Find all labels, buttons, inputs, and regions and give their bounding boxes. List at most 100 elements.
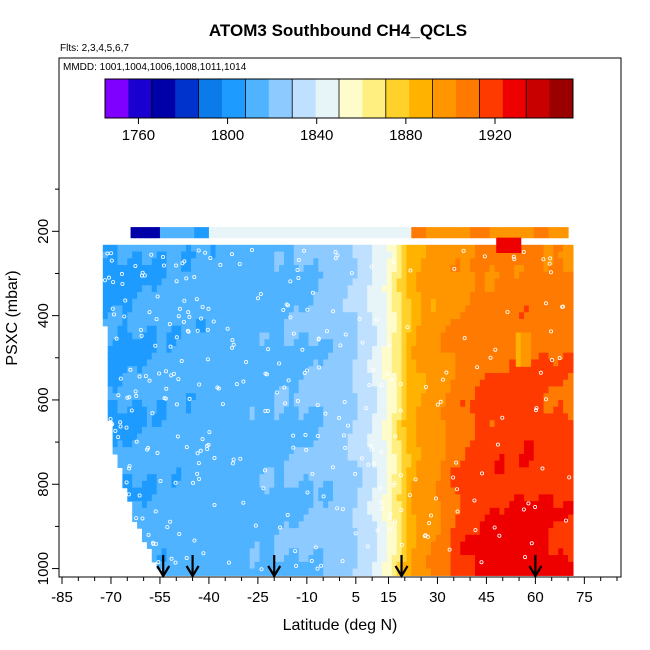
heatmap-cell: [269, 393, 275, 401]
heatmap-cell: [274, 561, 280, 570]
heatmap-cell: [244, 258, 251, 266]
heatmap-cell: [519, 561, 525, 570]
heatmap-cell: [352, 292, 359, 300]
heatmap-cell: [430, 447, 437, 455]
heatmap-cell: [262, 227, 269, 239]
heatmap-cell: [445, 325, 452, 334]
heatmap-cell: [372, 265, 378, 273]
heatmap-cell: [523, 292, 530, 300]
heatmap-cell: [357, 265, 363, 273]
heatmap-cell: [528, 258, 535, 266]
heatmap-cell: [249, 561, 256, 570]
heatmap-cell: [313, 568, 319, 576]
chart-title: ATOM3 Southbound CH4_QCLS: [209, 21, 467, 40]
heatmap-cell: [499, 379, 505, 388]
heatmap-cell: [484, 227, 491, 239]
heatmap-cell: [288, 271, 295, 280]
heatmap-cell: [102, 305, 109, 313]
heatmap-cell: [352, 399, 359, 408]
heatmap-cell: [264, 440, 270, 448]
heatmap-cell: [558, 372, 564, 381]
heatmap-cell: [171, 251, 177, 259]
heatmap-cell: [347, 507, 354, 516]
heatmap-cell: [308, 278, 314, 286]
heatmap-cell: [470, 298, 476, 307]
heatmap-cell: [426, 447, 432, 455]
heatmap-cell: [254, 460, 261, 468]
heatmap-cell: [122, 292, 128, 300]
heatmap-cell: [504, 501, 510, 509]
heatmap-cell: [470, 528, 476, 536]
heatmap-cell: [171, 298, 177, 307]
heatmap-cell: [347, 420, 354, 428]
heatmap-cell: [367, 507, 373, 516]
heatmap-cell: [484, 244, 491, 253]
heatmap-cell: [362, 433, 368, 442]
heatmap-cell: [543, 494, 550, 502]
heatmap-cell: [514, 292, 520, 300]
heatmap-cell: [435, 399, 442, 408]
heatmap-cell: [533, 420, 540, 428]
heatmap-cell: [269, 474, 275, 482]
heatmap-cell: [293, 352, 300, 361]
heatmap-cell: [205, 528, 212, 536]
heatmap-cell: [328, 514, 334, 522]
heatmap-cell: [298, 332, 305, 340]
heatmap-cell: [465, 440, 471, 448]
heatmap-cell: [293, 420, 300, 428]
heatmap-cell: [225, 251, 231, 259]
heatmap-cell: [377, 379, 383, 388]
heatmap-cell: [484, 480, 491, 489]
heatmap-cell: [553, 251, 559, 259]
heatmap-cell: [293, 386, 300, 394]
heatmap-cell: [465, 244, 471, 253]
heatmap-cell: [195, 413, 202, 421]
heatmap-cell: [132, 480, 138, 489]
heatmap-cell: [342, 420, 349, 428]
heatmap-cell: [274, 352, 280, 361]
heatmap-cell: [386, 528, 393, 536]
heatmap-cell: [494, 339, 501, 347]
heatmap-cell: [416, 548, 422, 556]
heatmap-cell: [377, 474, 383, 482]
heatmap-cell: [303, 406, 310, 415]
heatmap-cell: [141, 332, 148, 340]
heatmap-cell: [416, 474, 422, 482]
heatmap-cell: [372, 420, 378, 428]
heatmap-cell: [479, 345, 486, 354]
observation-point: [379, 382, 384, 387]
heatmap-cell: [553, 244, 559, 253]
heatmap-cell: [406, 514, 412, 522]
heatmap-cell: [186, 251, 192, 259]
observation-point: [147, 310, 152, 315]
heatmap-cell: [381, 541, 388, 549]
heatmap-cell: [313, 440, 319, 448]
heatmap-cell: [543, 251, 550, 259]
heatmap-cell: [151, 366, 158, 374]
heatmap-cell: [181, 271, 187, 280]
heatmap-cell: [362, 372, 368, 381]
heatmap-cell: [430, 325, 437, 334]
heatmap-cell: [176, 501, 182, 509]
heatmap-cell: [313, 501, 319, 509]
heatmap-cell: [563, 501, 569, 509]
heatmap-cell: [210, 467, 217, 475]
heatmap-cell: [484, 555, 491, 563]
heatmap-cell: [127, 325, 133, 334]
heatmap-cell: [107, 305, 114, 313]
heatmap-cell: [225, 305, 231, 313]
heatmap-cell: [396, 467, 403, 475]
heatmap-cell: [514, 467, 520, 475]
heatmap-cell: [132, 453, 138, 462]
heatmap-cell: [137, 487, 143, 495]
heatmap-cell: [399, 227, 406, 239]
heatmap-cell: [342, 413, 349, 421]
heatmap-cell: [190, 521, 197, 529]
heatmap-cell: [416, 345, 422, 354]
heatmap-cell: [367, 406, 373, 415]
heatmap-cell: [377, 433, 383, 442]
heatmap-cell: [504, 480, 510, 489]
heatmap-cell: [176, 339, 182, 347]
heatmap-cell: [543, 332, 550, 340]
heatmap-cell: [347, 440, 354, 448]
